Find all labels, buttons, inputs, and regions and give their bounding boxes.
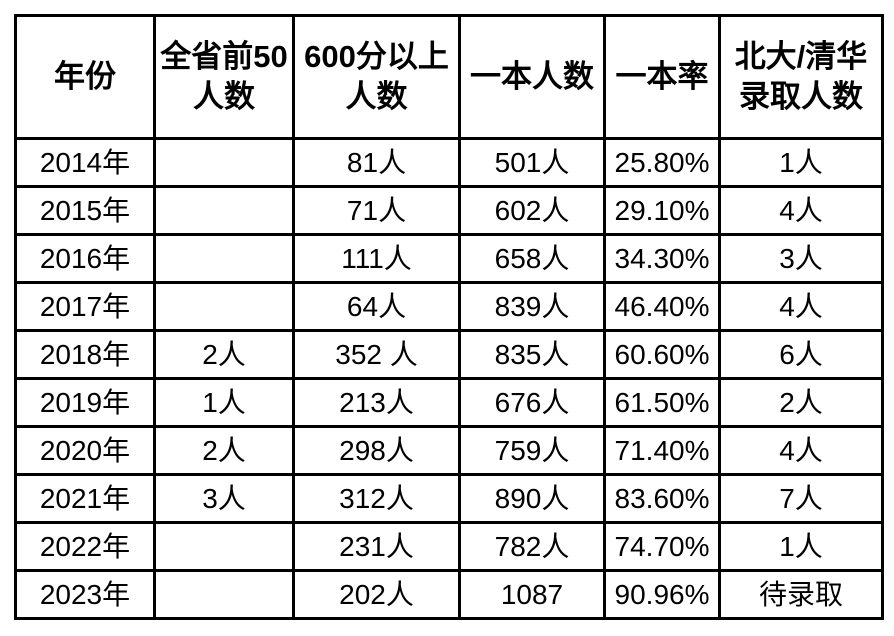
year-cell: 2020年 (14, 425, 156, 476)
header-cell-tier1-rate: 一本率 (603, 14, 721, 140)
table-row: 2021年 3人 312人 890人 83.60% 7人 (14, 473, 884, 524)
table-cell: 90.96% (603, 569, 721, 620)
table-cell: 835人 (458, 329, 606, 380)
table-cell: 71人 (292, 185, 461, 236)
table-cell: 501人 (458, 137, 606, 188)
table-cell: 60.60% (603, 329, 721, 380)
table-header: 年份 全省前50 人数 600分以上 人数 一本人数 一本率 北大/清华 录取人… (14, 14, 884, 140)
year-cell: 2019年 (14, 377, 156, 428)
table-cell: 213人 (292, 377, 461, 428)
table-cell: 111人 (292, 233, 461, 284)
table-cell: 676人 (458, 377, 606, 428)
header-cell-year: 年份 (14, 14, 156, 140)
table-cell: 61.50% (603, 377, 721, 428)
table-cell: 74.70% (603, 521, 721, 572)
table-cell: 231人 (292, 521, 461, 572)
table-row: 2014年 81人 501人 25.80% 1人 (14, 137, 884, 188)
table-cell: 2人 (718, 377, 884, 428)
table-cell: 890人 (458, 473, 606, 524)
table-cell: 352 人 (292, 329, 461, 380)
header-cell-above600: 600分以上 人数 (292, 14, 461, 140)
table-cell (153, 281, 295, 332)
table-cell: 25.80% (603, 137, 721, 188)
table-cell: 34.30% (603, 233, 721, 284)
table-row: 2015年 71人 602人 29.10% 4人 (14, 185, 884, 236)
table-cell: 29.10% (603, 185, 721, 236)
table-cell: 1087 (458, 569, 606, 620)
year-cell: 2014年 (14, 137, 156, 188)
table-row: 2020年 2人 298人 759人 71.40% 4人 (14, 425, 884, 476)
table-cell (153, 185, 295, 236)
header-cell-top50: 全省前50 人数 (153, 14, 295, 140)
year-cell: 2018年 (14, 329, 156, 380)
table-cell: 46.40% (603, 281, 721, 332)
header-row: 年份 全省前50 人数 600分以上 人数 一本人数 一本率 北大/清华 录取人… (14, 14, 884, 140)
table-cell: 312人 (292, 473, 461, 524)
header-cell-pku-thu: 北大/清华 录取人数 (718, 14, 884, 140)
table-cell (153, 233, 295, 284)
table-cell: 7人 (718, 473, 884, 524)
table-cell: 1人 (153, 377, 295, 428)
table-cell (153, 521, 295, 572)
year-cell: 2023年 (14, 569, 156, 620)
admissions-stats-table-wrap: 年份 全省前50 人数 600分以上 人数 一本人数 一本率 北大/清华 录取人… (14, 14, 884, 620)
table-cell: 1人 (718, 137, 884, 188)
admissions-stats-table: 年份 全省前50 人数 600分以上 人数 一本人数 一本率 北大/清华 录取人… (14, 14, 884, 620)
table-cell: 839人 (458, 281, 606, 332)
table-cell: 4人 (718, 185, 884, 236)
table-cell: 81人 (292, 137, 461, 188)
table-cell: 4人 (718, 281, 884, 332)
table-cell: 2人 (153, 425, 295, 476)
table-row: 2022年 231人 782人 74.70% 1人 (14, 521, 884, 572)
table-cell: 1人 (718, 521, 884, 572)
table-cell: 759人 (458, 425, 606, 476)
table-cell: 782人 (458, 521, 606, 572)
year-cell: 2022年 (14, 521, 156, 572)
table-cell: 3人 (718, 233, 884, 284)
table-cell: 602人 (458, 185, 606, 236)
year-cell: 2017年 (14, 281, 156, 332)
year-cell: 2016年 (14, 233, 156, 284)
table-cell: 待录取 (718, 569, 884, 620)
year-cell: 2015年 (14, 185, 156, 236)
table-cell: 3人 (153, 473, 295, 524)
table-row: 2017年 64人 839人 46.40% 4人 (14, 281, 884, 332)
table-cell: 4人 (718, 425, 884, 476)
table-row: 2018年 2人 352 人 835人 60.60% 6人 (14, 329, 884, 380)
table-cell: 298人 (292, 425, 461, 476)
table-cell: 6人 (718, 329, 884, 380)
table-cell: 83.60% (603, 473, 721, 524)
table-row: 2016年 111人 658人 34.30% 3人 (14, 233, 884, 284)
table-cell: 64人 (292, 281, 461, 332)
table-row: 2023年 202人 1087 90.96% 待录取 (14, 569, 884, 620)
year-cell: 2021年 (14, 473, 156, 524)
table-cell: 202人 (292, 569, 461, 620)
table-body: 2014年 81人 501人 25.80% 1人 2015年 71人 602人 29.10% 4人… (14, 137, 884, 620)
table-cell: 2人 (153, 329, 295, 380)
table-cell: 658人 (458, 233, 606, 284)
table-cell: 71.40% (603, 425, 721, 476)
table-cell (153, 137, 295, 188)
table-row: 2019年 1人 213人 676人 61.50% 2人 (14, 377, 884, 428)
table-cell (153, 569, 295, 620)
header-cell-tier1-count: 一本人数 (458, 14, 606, 140)
